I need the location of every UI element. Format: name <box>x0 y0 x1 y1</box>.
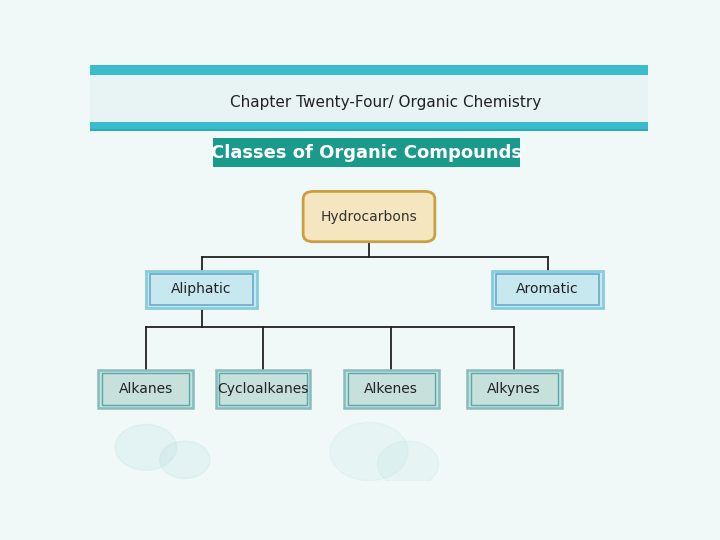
FancyBboxPatch shape <box>467 370 562 408</box>
FancyBboxPatch shape <box>213 138 520 167</box>
Text: Alkanes: Alkanes <box>119 382 173 396</box>
FancyBboxPatch shape <box>90 65 648 123</box>
Circle shape <box>377 441 438 487</box>
FancyBboxPatch shape <box>215 370 310 408</box>
FancyBboxPatch shape <box>303 191 435 242</box>
FancyBboxPatch shape <box>145 271 258 308</box>
Text: Hydrocarbons: Hydrocarbons <box>320 210 418 224</box>
FancyBboxPatch shape <box>492 271 603 308</box>
Text: Cycloalkanes: Cycloalkanes <box>217 382 309 396</box>
Text: Aliphatic: Aliphatic <box>171 282 232 296</box>
Text: Aromatic: Aromatic <box>516 282 579 296</box>
FancyBboxPatch shape <box>99 370 193 408</box>
Text: Alkenes: Alkenes <box>364 382 418 396</box>
Circle shape <box>330 422 408 481</box>
FancyBboxPatch shape <box>344 370 438 408</box>
Circle shape <box>115 424 176 470</box>
Text: Chapter Twenty-Four/ Organic Chemistry: Chapter Twenty-Four/ Organic Chemistry <box>230 94 541 110</box>
FancyBboxPatch shape <box>90 65 648 75</box>
Text: Alkynes: Alkynes <box>487 382 541 396</box>
FancyBboxPatch shape <box>90 122 648 129</box>
Circle shape <box>160 441 210 478</box>
Text: Classes of Organic Compounds: Classes of Organic Compounds <box>211 144 522 161</box>
